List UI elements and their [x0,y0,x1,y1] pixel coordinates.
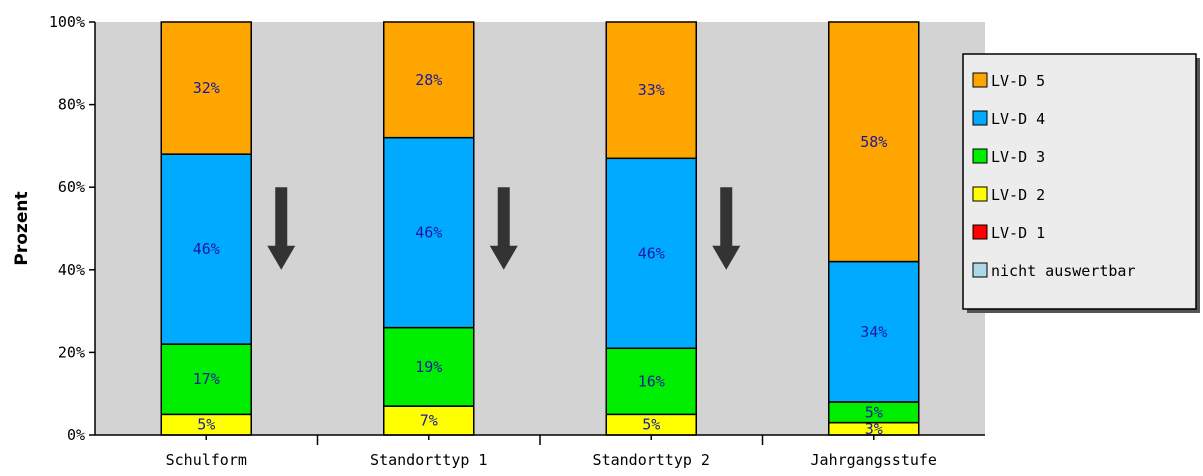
data-label: 32% [193,79,220,97]
x-tick-label: Schulform [166,451,247,469]
legend-swatch [972,224,988,240]
arrow-down-icon [267,187,296,270]
bar-segment [160,21,252,155]
legend-label: nicht auswertbar [991,262,1136,280]
annotations-group [267,187,741,270]
bar-segment [605,347,697,416]
bar-segment [828,260,920,403]
data-label: 16% [638,372,665,390]
data-label: 46% [193,240,220,258]
data-label: 46% [415,224,442,242]
y-tick-label: 60% [58,178,85,196]
data-label: 33% [638,81,665,99]
legend-label: LV-D 3 [991,148,1045,166]
data-label: 17% [193,370,220,388]
axes-group: 0% 20% 40% 60% 80% 100% Prozent Schulform Stando… [12,13,985,469]
data-label: 5% [197,416,215,434]
data-label: 3% [865,420,883,438]
y-tick-label: 20% [58,343,85,361]
x-tick-label: Standorttyp 2 [593,451,710,469]
bar-segment [828,21,920,263]
bar-segment [383,326,475,407]
data-label: 46% [638,244,665,262]
data-label: 28% [415,71,442,89]
data-label: 7% [420,412,438,430]
bar-segment [383,136,475,329]
bar-segment [605,21,697,160]
legend-label: LV-D 4 [991,110,1045,128]
y-tick-label: 0% [67,426,85,444]
legend-swatch [972,186,988,202]
x-tick-label: Standorttyp 1 [370,451,487,469]
data-label: 5% [642,416,660,434]
data-label: 19% [415,358,442,376]
legend-label: LV-D 1 [991,224,1045,242]
bar-segment [383,21,475,139]
legend-swatch [972,72,988,88]
data-label: 58% [860,133,887,151]
y-tick-label: 80% [58,96,85,114]
legend-label: LV-D 2 [991,186,1045,204]
legend-swatch [972,110,988,126]
legend-box [962,53,1197,310]
legend: LV-D 5 LV-D 4 LV-D 3 LV-D 2 LV-D 1 nicht ausw… [962,53,1200,313]
data-label: 5% [865,403,883,421]
arrow-down-icon [712,187,741,270]
legend-label: LV-D 5 [991,72,1045,90]
y-tick-label: 100% [49,13,85,31]
arrow-down-icon [489,187,518,270]
legend-swatch [972,148,988,164]
bar-segment [160,343,252,416]
x-tick-label: Jahrgangsstufe [811,451,937,469]
y-tick-label: 40% [58,261,85,279]
y-axis-title: Prozent [12,191,32,265]
data-label: 34% [860,323,887,341]
bars-group: 5%17%46%32%7%19%46%28%5%16%46%33%3%5%34%… [160,21,920,438]
legend-swatch [972,262,988,278]
